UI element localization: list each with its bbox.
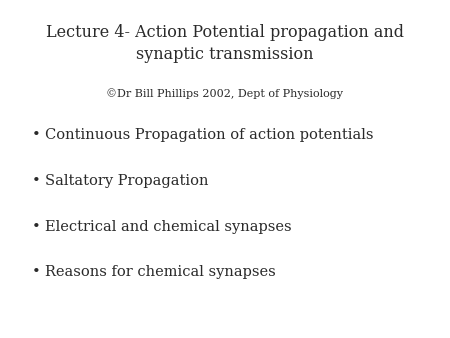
- Text: •: •: [32, 220, 40, 234]
- Text: Reasons for chemical synapses: Reasons for chemical synapses: [45, 265, 276, 279]
- Text: •: •: [32, 128, 40, 142]
- Text: •: •: [32, 174, 40, 188]
- Text: •: •: [32, 265, 40, 279]
- Text: ©Dr Bill Phillips 2002, Dept of Physiology: ©Dr Bill Phillips 2002, Dept of Physiolo…: [107, 88, 343, 99]
- Text: Lecture 4- Action Potential propagation and
synaptic transmission: Lecture 4- Action Potential propagation …: [46, 24, 404, 63]
- Text: Saltatory Propagation: Saltatory Propagation: [45, 174, 208, 188]
- Text: Continuous Propagation of action potentials: Continuous Propagation of action potenti…: [45, 128, 374, 142]
- Text: Electrical and chemical synapses: Electrical and chemical synapses: [45, 220, 292, 234]
